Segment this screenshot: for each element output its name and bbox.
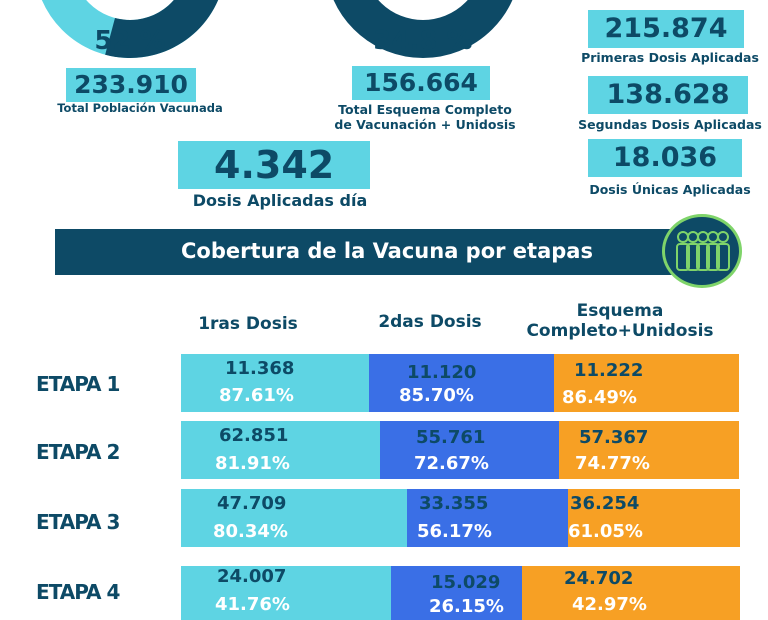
gauge-2-percent: 34.8 % (373, 26, 473, 56)
first-doses-caption: Primeras Dosis Aplicadas (581, 50, 759, 65)
single-doses-value: 18.036 (588, 139, 742, 177)
stage-3-third-pct: 61.05% (568, 521, 643, 542)
gauge-1-percent: 52 % (94, 26, 166, 56)
stage-4-third-value: 24.702 (564, 568, 634, 589)
complete-scheme-caption-line2: de Vacunación + Unidosis (334, 117, 516, 132)
first-doses-value: 215.874 (588, 10, 744, 48)
stage-3-complete-scheme: 36.254 61.05% (568, 489, 740, 547)
stage-2-first-value: 62.851 (219, 425, 289, 446)
stage-4-first-doses: 24.007 41.76% (181, 566, 393, 620)
stage-2-second-pct: 72.67% (414, 453, 489, 474)
stage-3-first-doses: 47.709 80.34% (181, 489, 409, 547)
second-doses-caption: Segundas Dosis Aplicadas (578, 117, 762, 132)
stage-3-second-doses: 33.355 56.17% (407, 489, 571, 547)
stage-4-second-pct: 26.15% (429, 596, 504, 617)
gauge-population-vaccinated (34, 0, 226, 58)
daily-doses-caption: Dosis Aplicadas día (192, 191, 368, 210)
stage-1-complete-scheme: 11.222 86.49% (554, 354, 739, 412)
column-header-first-doses: 1ras Dosis (198, 314, 298, 334)
stage-4-complete-scheme: 24.702 42.97% (522, 566, 740, 620)
stage-2-third-pct: 74.77% (575, 453, 650, 474)
single-doses-caption: Dosis Únicas Aplicadas (589, 182, 751, 197)
stage-2-second-value: 55.761 (416, 427, 486, 448)
complete-scheme-caption-line1: Total Esquema Completo (338, 102, 512, 117)
stage-1-second-value: 11.120 (407, 362, 477, 383)
stage-3-third-value: 36.254 (570, 493, 640, 514)
stage-1-third-pct: 86.49% (562, 387, 637, 408)
total-population-vaccinated-caption: Total Población Vacunada (57, 101, 223, 115)
stage-1-first-value: 11.368 (225, 358, 295, 379)
stage-2-complete-scheme: 57.367 74.77% (559, 421, 739, 479)
stage-label: ETAPA 3 (36, 510, 120, 534)
stage-1-second-pct: 85.70% (399, 385, 474, 406)
stage-4-first-pct: 41.76% (215, 594, 290, 615)
total-population-vaccinated-value: 233.910 (66, 68, 196, 102)
stage-3-second-pct: 56.17% (417, 521, 492, 542)
stage-4-second-value: 15.029 (431, 572, 501, 593)
stage-3-first-pct: 80.34% (213, 521, 288, 542)
stage-4-first-value: 24.007 (217, 566, 287, 587)
column-header-complete-scheme-line1: Esquema (576, 301, 664, 321)
coverage-banner-title: Cobertura de la Vacuna por etapas (181, 239, 593, 263)
complete-scheme-value: 156.664 (352, 66, 490, 100)
stage-4-third-pct: 42.97% (572, 594, 647, 615)
complete-scheme-caption: Total Esquema Completo de Vacunación + U… (320, 102, 530, 132)
stage-1-third-value: 11.222 (574, 360, 644, 381)
column-header-second-doses: 2das Dosis (378, 312, 482, 332)
stage-label: ETAPA 4 (36, 580, 120, 604)
stage-3-second-value: 33.355 (419, 493, 489, 514)
column-header-complete-scheme-line2: Completo+Unidosis (526, 321, 714, 341)
stage-2-first-doses: 62.851 81.91% (181, 421, 381, 479)
people-group-icon (662, 214, 742, 288)
stage-4-second-doses: 15.029 26.15% (391, 566, 525, 620)
stage-3-first-value: 47.709 (217, 493, 287, 514)
stage-label: ETAPA 2 (36, 440, 120, 464)
stage-2-second-doses: 55.761 72.67% (380, 421, 560, 479)
gauge-complete-scheme (325, 0, 521, 58)
coverage-banner: Cobertura de la Vacuna por etapas (55, 229, 683, 275)
stage-1-first-pct: 87.61% (219, 385, 294, 406)
stage-2-first-pct: 81.91% (215, 453, 290, 474)
second-doses-value: 138.628 (588, 76, 748, 114)
daily-doses-value: 4.342 (178, 141, 370, 189)
column-header-complete-scheme: Esquema Completo+Unidosis (515, 301, 725, 341)
stage-2-third-value: 57.367 (579, 427, 649, 448)
stage-label: ETAPA 1 (36, 372, 120, 396)
stage-1-second-doses: 11.120 85.70% (369, 354, 555, 412)
stage-1-first-doses: 11.368 87.61% (181, 354, 371, 412)
